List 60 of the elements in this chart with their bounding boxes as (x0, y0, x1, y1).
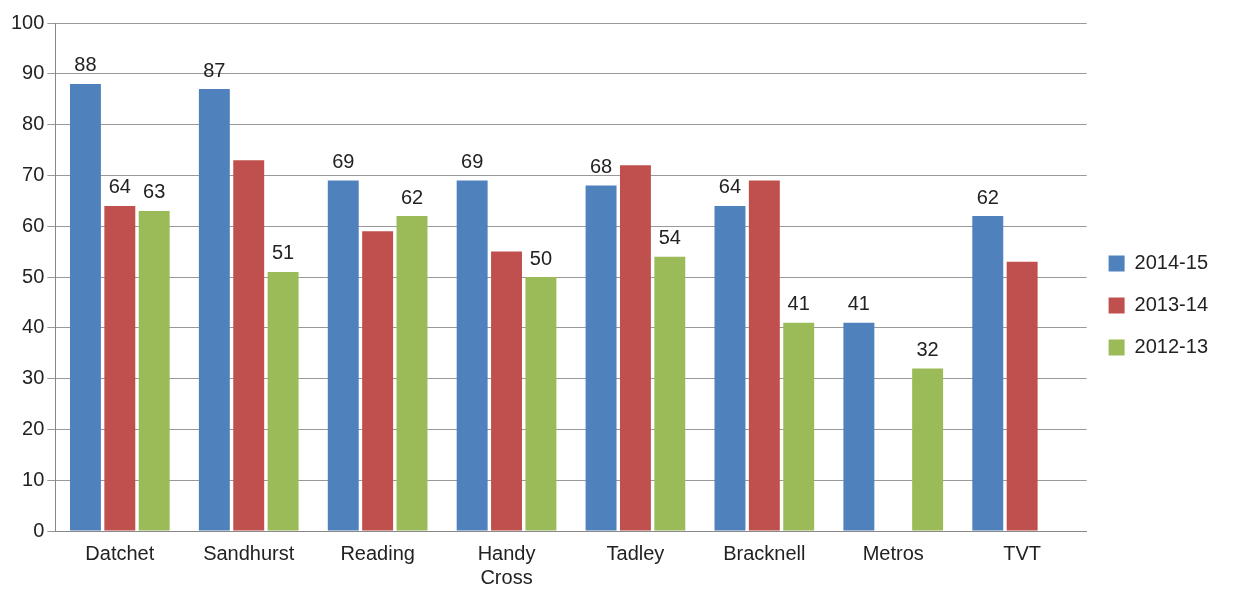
x-tick-label: Datchet (85, 541, 155, 564)
bar (396, 216, 428, 531)
bar (619, 165, 651, 531)
bar (912, 368, 944, 531)
bar (362, 231, 394, 531)
y-tick-label: 60 (22, 213, 45, 236)
data-label: 41 (787, 292, 810, 315)
data-label: 54 (658, 226, 681, 249)
bar (138, 210, 170, 531)
y-tick-label: 80 (22, 112, 45, 135)
bar (783, 322, 815, 531)
x-tick-label: Reading (340, 541, 415, 564)
x-tick-label: Metros (862, 541, 924, 564)
y-tick-label: 90 (22, 61, 45, 84)
bar (748, 180, 780, 531)
data-label: 41 (847, 292, 870, 315)
y-tick-label: 40 (22, 315, 45, 338)
y-tick-label: 20 (22, 416, 45, 439)
data-label: 51 (271, 241, 295, 264)
data-label: 32 (916, 337, 939, 360)
y-tick-label: 70 (22, 162, 45, 185)
y-tick-label: 0 (33, 518, 45, 541)
y-tick-label: 100 (10, 10, 45, 33)
data-label: 50 (529, 246, 553, 269)
bar (525, 277, 557, 531)
bar (972, 216, 1004, 531)
data-label: 64 (108, 175, 131, 198)
data-label: 69 (461, 150, 484, 172)
data-label: 64 (718, 175, 742, 198)
bar (104, 205, 136, 531)
data-label: 88 (74, 53, 97, 76)
legend-label: 2014-15 (1134, 251, 1209, 274)
data-label: 63 (143, 180, 166, 203)
x-tick-label: Tadley (606, 541, 665, 564)
bar (327, 180, 359, 531)
data-label: 62 (976, 185, 999, 208)
bar (491, 251, 522, 531)
data-label: 69 (332, 150, 355, 172)
bar (654, 256, 686, 531)
x-tick-label: TVT (1003, 541, 1042, 564)
data-label: 68 (589, 155, 613, 178)
bar (267, 271, 299, 531)
bar (1006, 261, 1038, 531)
bar (843, 322, 875, 531)
bar (714, 205, 746, 531)
x-tick-label: Bracknell (723, 541, 806, 564)
y-tick-label: 50 (22, 264, 45, 287)
x-tick-label: Handy Cross (477, 541, 536, 588)
bar (69, 83, 101, 531)
data-label: 62 (400, 185, 424, 208)
legend-label: 2012-13 (1134, 335, 1209, 358)
y-tick-label: 10 (22, 467, 45, 490)
bar (585, 185, 617, 531)
y-tick-label: 30 (22, 366, 45, 389)
bar (456, 180, 488, 531)
legend-label: 2013-14 (1134, 293, 1209, 316)
bar (233, 160, 265, 531)
x-tick-label: Sandhurst (203, 541, 295, 564)
data-label: 87 (203, 58, 226, 81)
bar (198, 89, 230, 531)
